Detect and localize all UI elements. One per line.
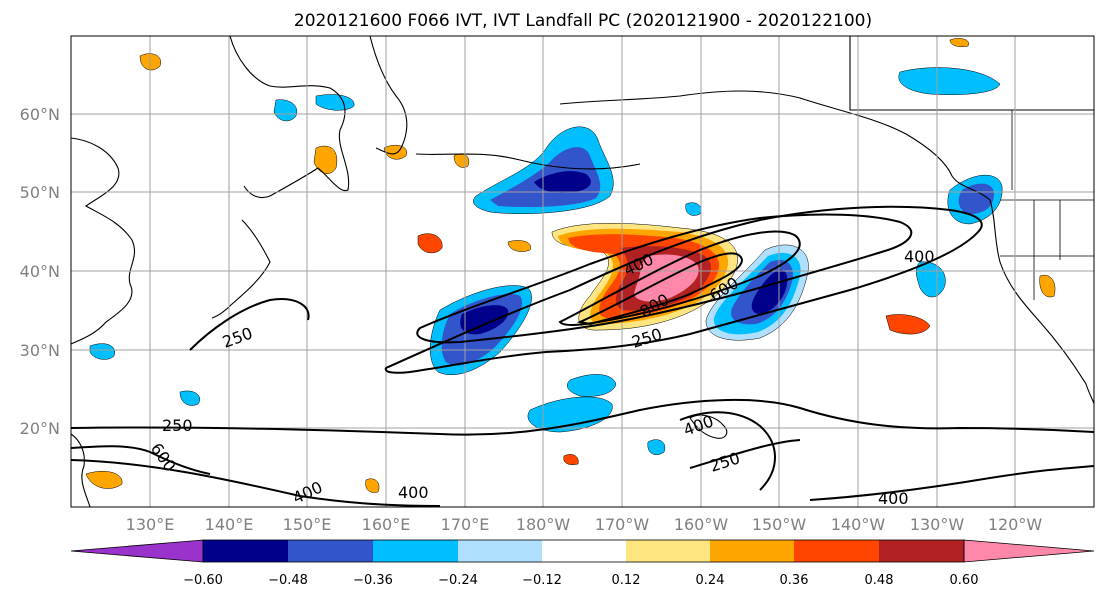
colorbar-tick-9: 0.48 (865, 573, 894, 588)
ivt-contour-250-west (189, 298, 310, 351)
positive-patch-2 (313, 145, 338, 174)
borders (1000, 110, 1094, 300)
colorbar-segment-7 (710, 540, 794, 562)
lon-label-130e: 130°E (126, 515, 175, 534)
positive-patch-11 (507, 240, 531, 252)
lat-label-50n: 50°N (20, 183, 60, 202)
negative-patch-10 (685, 202, 702, 216)
colorbar-tick-4: −0.24 (438, 573, 478, 588)
coastline-alaska (559, 90, 991, 201)
coastline-japan (211, 219, 271, 319)
contour-label-400-se: 400 (878, 489, 909, 508)
colorbar-tick-5: −0.12 (522, 573, 562, 588)
colorbar-segment-5 (542, 540, 626, 562)
lon-label-150e: 150°E (283, 515, 332, 534)
lat-label-40n: 40°N (20, 262, 60, 281)
colorbar: −0.60 −0.48 −0.36 −0.24 −0.12 0.12 0.24 … (70, 539, 1095, 588)
positive-patch-10 (949, 38, 970, 47)
coastline-aleutians (415, 153, 641, 170)
ivt-contours (70, 205, 1095, 507)
coastline-hawaii (689, 414, 728, 439)
colorbar-tick-10: 0.60 (950, 573, 979, 588)
contour-label-400-coast: 400 (904, 247, 935, 266)
negative-region-coast-core (958, 183, 994, 214)
negative-region-north-core (534, 171, 591, 193)
colorbar-segment-2 (288, 540, 373, 562)
coastline-kamchatka (369, 35, 408, 155)
latitude-labels: 60°N 50°N 40°N 30°N 20°N (20, 105, 60, 438)
negative-patch-5 (89, 343, 116, 360)
colorbar-extend-low (70, 539, 204, 563)
colorbar-tick-2: −0.48 (268, 573, 308, 588)
ivt-contour-600-south (70, 445, 211, 475)
lon-label-140w: 140°W (831, 515, 886, 534)
ivt-contour-800-plume (576, 252, 744, 326)
negative-patch-9 (647, 439, 666, 455)
colorbar-segment-6 (626, 540, 710, 562)
longitude-labels: 130°E 140°E 150°E 160°E 170°E 180°W 170°… (126, 515, 1043, 534)
ivt-contour-400-plume (416, 213, 913, 344)
lon-label-130w: 130°W (910, 515, 965, 534)
coastline-philippines (70, 433, 91, 508)
lat-label-60n: 60°N (20, 105, 60, 124)
lat-label-30n: 30°N (20, 341, 60, 360)
contour-label-400-south-center: 400 (398, 483, 429, 502)
coastline-asia (70, 137, 136, 345)
negative-patch-6 (179, 390, 200, 406)
lon-label-170w: 170°W (595, 515, 650, 534)
negative-region-west-core (460, 305, 509, 335)
contour-label-250-south: 250 (162, 416, 193, 435)
lon-label-170e: 170°E (441, 515, 490, 534)
lon-label-120w: 120°W (988, 515, 1043, 534)
colorbar-tick-6: 0.12 (612, 573, 641, 588)
lon-label-140e: 140°E (205, 515, 254, 534)
colorbar-extend-high (963, 539, 1095, 563)
positive-patch-5 (417, 233, 443, 254)
colorbar-tick-3: −0.36 (353, 573, 393, 588)
negative-patch-8 (898, 67, 1001, 95)
colorbar-frame (202, 539, 965, 563)
colorbar-tick-7: 0.24 (696, 573, 725, 588)
negative-patch-2 (567, 374, 617, 397)
positive-patch-9 (563, 454, 579, 465)
border-us-states (1000, 200, 1094, 300)
positive-patch-7 (85, 471, 123, 489)
ivt-contour-250-hawaii (689, 439, 801, 469)
negative-patch-3 (273, 99, 298, 122)
colorbar-segment-4 (458, 540, 542, 562)
ivt-contour-400-south (70, 411, 1095, 507)
colorbar-segment-3 (373, 540, 458, 562)
ivt-contour-250-plume (384, 205, 983, 374)
lat-label-20n: 20°N (20, 419, 60, 438)
lon-label-160e: 160°E (362, 515, 411, 534)
ivt-contour-600-plume (558, 230, 801, 326)
coastline-sea-ice-north (849, 36, 1094, 111)
map-frame (70, 35, 1095, 508)
positive-patch-12 (365, 478, 380, 493)
positive-patch-8 (1039, 274, 1056, 298)
positive-patch-6 (885, 314, 931, 335)
negative-region-east-max (751, 269, 788, 314)
coastline-north-america (989, 199, 1095, 405)
colorbar-tick-1: −0.60 (183, 573, 223, 588)
lon-label-160w: 160°W (674, 515, 729, 534)
lon-label-150w: 150°W (752, 515, 807, 534)
map-panel: 400 800 600 250 400 250 250 600 400 400 … (70, 35, 1095, 508)
map-title: 2020121600 F066 IVT, IVT Landfall PC (20… (294, 11, 872, 31)
coastlines (70, 35, 1095, 508)
lon-label-180w: 180°W (516, 515, 571, 534)
colorbar-tick-8: 0.36 (780, 573, 809, 588)
ivt-contour-250-south (70, 398, 1095, 436)
colorbar-segment-1 (203, 540, 288, 562)
colorbar-segment-9 (879, 540, 964, 562)
colorbar-segment-8 (794, 540, 879, 562)
